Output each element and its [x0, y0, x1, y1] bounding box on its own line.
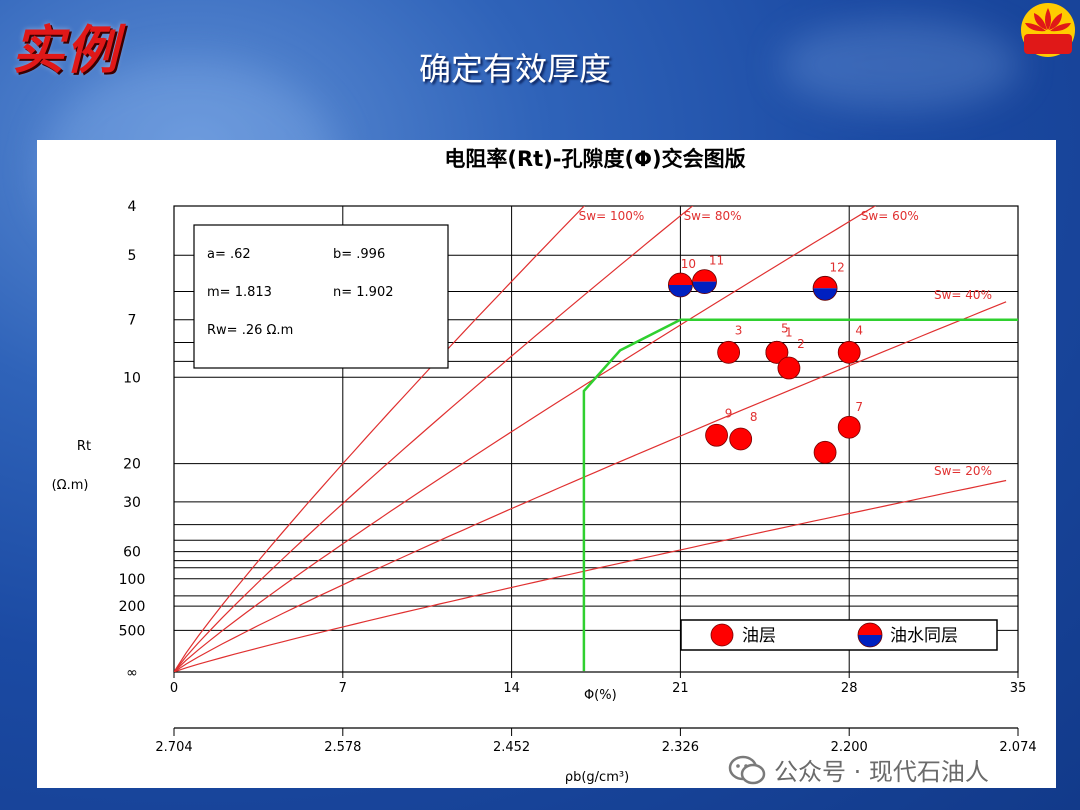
- slide-title: 确定有效厚度: [418, 50, 611, 88]
- oil-point: [777, 356, 801, 380]
- water-half: [813, 288, 838, 301]
- point-outline: [857, 622, 883, 648]
- y-tick-label: 100: [119, 572, 146, 588]
- density-tick-label: 2.452: [493, 740, 530, 755]
- oil-half: [692, 269, 717, 282]
- sw-line: [174, 206, 586, 672]
- sw-line: [174, 206, 694, 672]
- legend-oil-water-label: 油水同层: [890, 626, 958, 646]
- y-tick-label: 10: [123, 370, 141, 386]
- point-outline: [812, 275, 838, 301]
- parameter-box: [193, 224, 449, 369]
- oil-water-point: [692, 269, 717, 295]
- point-label: 4: [855, 323, 863, 337]
- x-tick-label: 35: [1010, 681, 1027, 696]
- y-axis-label: Rt: [77, 439, 91, 454]
- y-tick-label: 4: [128, 199, 137, 215]
- x-tick-label: 21: [672, 681, 689, 696]
- sw-label: Sw= 40%: [934, 288, 992, 302]
- x-tick-label: 0: [170, 681, 178, 696]
- chart-title: 电阻率(Rt)-孔隙度(Φ)交会图版: [444, 147, 745, 171]
- legend-box: [680, 619, 998, 651]
- density-tick-label: 2.704: [155, 740, 192, 755]
- cutoff-line: [582, 318, 1018, 672]
- param-m: m= 1.813: [207, 285, 272, 300]
- company-logo: [1021, 3, 1075, 57]
- watermark-text: 公众号 · 现代石油人: [774, 758, 989, 786]
- point-label: 3: [735, 323, 743, 337]
- legend-oil-label: 油层: [742, 626, 776, 646]
- y-tick-label: 7: [128, 313, 137, 329]
- x-axis-label: Φ(%): [584, 688, 617, 703]
- param-a: a= .62: [207, 247, 251, 262]
- oil-point: [837, 415, 861, 439]
- oil-half: [858, 623, 882, 635]
- param-n: n= 1.902: [333, 285, 393, 300]
- oil-point: [765, 340, 789, 364]
- density-tick-label: 2.326: [662, 740, 699, 755]
- point-label: 12: [829, 260, 844, 274]
- slide-badge: 实例: [12, 20, 121, 81]
- plot-frame: [173, 205, 1019, 673]
- oil-point: [729, 427, 753, 451]
- x-tick-label: 14: [503, 681, 520, 696]
- param-b: b= .996: [333, 247, 385, 262]
- density-axis-label: ρb(g/cm³): [565, 770, 629, 785]
- y-axis-unit: (Ω.m): [52, 478, 89, 493]
- y-tick-label: 20: [123, 457, 141, 473]
- water-half: [668, 285, 693, 298]
- density-tick-label: 2.578: [324, 740, 361, 755]
- point-label: 8: [750, 410, 758, 424]
- point-label: 10: [681, 257, 696, 271]
- water-half: [858, 635, 882, 647]
- y-tick-label: 200: [119, 599, 146, 615]
- param-rw: Rw= .26 Ω.m: [207, 323, 293, 338]
- sw-label: Sw= 60%: [861, 209, 919, 223]
- chart-panel: 电阻率(Rt)-孔隙度(Φ)交会图版 Sw= 100% Sw= 80% Sw= 60…: [37, 140, 1056, 788]
- point-label: 9: [725, 406, 733, 420]
- sw-label: Sw= 100%: [579, 209, 645, 223]
- sw-line: [174, 206, 877, 672]
- point-label: 5: [781, 321, 789, 335]
- y-tick-label: 60: [123, 545, 141, 561]
- oil-point: [717, 340, 741, 364]
- y-tick-label: 5: [128, 248, 137, 264]
- legend-oil-marker: [710, 623, 734, 647]
- point-label: 11: [709, 254, 724, 268]
- x-tick-label: 7: [339, 681, 347, 696]
- point-outline: [692, 269, 717, 295]
- point-label: 1: [785, 325, 793, 339]
- oil-half: [813, 276, 838, 289]
- point-label: 2: [797, 337, 805, 351]
- oil-water-point: [668, 272, 693, 298]
- oil-point: [837, 340, 861, 364]
- y-tick-label: 30: [123, 495, 141, 511]
- y-tick-label: ∞: [126, 665, 138, 681]
- sw-label: Sw= 80%: [684, 209, 742, 223]
- watermark: 公众号 · 现代石油人: [728, 752, 989, 787]
- legend-oil-water-marker: [857, 622, 883, 648]
- density-tick-label: 2.074: [999, 740, 1036, 755]
- point-label: 7: [855, 400, 863, 414]
- oil-half: [668, 273, 693, 286]
- density-tick-label: 2.200: [831, 740, 868, 755]
- oil-water-point: [812, 275, 838, 301]
- water-half: [692, 281, 717, 294]
- oil-point: [813, 440, 837, 464]
- sw-label: Sw= 20%: [934, 464, 992, 478]
- x-tick-label: 28: [841, 681, 858, 696]
- oil-point: [705, 423, 728, 447]
- point-outline: [668, 272, 693, 298]
- resistivity-porosity-chart: 电阻率(Rt)-孔隙度(Φ)交会图版 Sw= 100% Sw= 80% Sw= 60…: [52, 147, 1037, 785]
- y-tick-label: 500: [119, 623, 146, 639]
- wechat-icon: [728, 755, 766, 784]
